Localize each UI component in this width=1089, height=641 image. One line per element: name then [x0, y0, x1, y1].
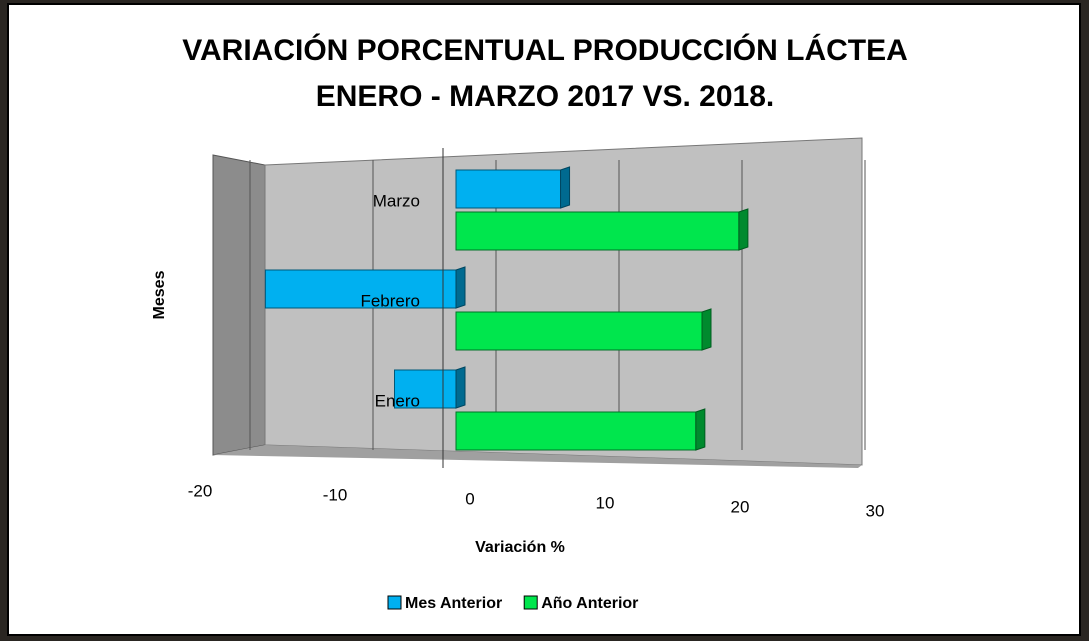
y-tick-label: Febrero: [360, 291, 420, 310]
legend-swatch: [387, 595, 402, 610]
floor: [213, 445, 862, 468]
chart-subtitle: ENERO - MARZO 2017 VS. 2018.: [316, 80, 775, 113]
x-tick-label: 10: [596, 493, 615, 512]
legend-swatch: [523, 595, 538, 610]
x-tick-label: -20: [188, 481, 213, 500]
y-tick-label: Enero: [375, 391, 420, 410]
bar-side: [455, 366, 466, 409]
x-tick-label: -10: [323, 485, 348, 504]
bar-side: [695, 408, 706, 451]
side-wall: [212, 154, 266, 456]
legend-label: Año Anterior: [541, 595, 638, 612]
x-tick-label: 0: [465, 489, 474, 508]
bar: [455, 211, 740, 251]
x-tick-label: 30: [866, 501, 885, 520]
bar: [455, 169, 562, 209]
y-tick-label: Marzo: [373, 191, 420, 210]
legend-label: Mes Anterior: [405, 595, 502, 612]
bar-side: [738, 208, 749, 251]
bar-side: [455, 266, 466, 309]
x-axis-title: Variación %: [475, 539, 565, 556]
bar: [455, 411, 697, 451]
y-axis-title: Meses: [151, 270, 168, 319]
bar: [455, 311, 703, 351]
bar-side: [701, 308, 712, 351]
bar-side: [560, 166, 571, 209]
x-tick-label: 20: [731, 497, 750, 516]
chart-title: VARIACIÓN PORCENTUAL PRODUCCIÓN LÁCTEA: [182, 33, 908, 67]
